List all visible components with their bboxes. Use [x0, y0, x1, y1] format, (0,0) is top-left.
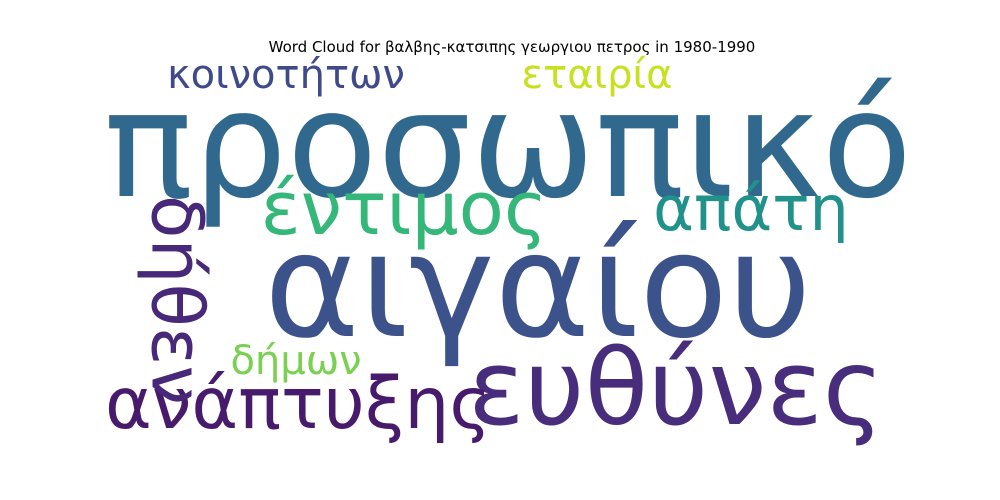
word-2: ευθύνες: [468, 327, 884, 449]
word-5: δήθεν: [135, 195, 218, 405]
word-4: ανάπτυξης: [105, 362, 491, 445]
word-7: κοινοτήτων: [167, 52, 405, 98]
word-9: δήμων: [230, 338, 361, 384]
word-8: εταιρία: [522, 52, 673, 98]
word-3: έντιμος: [261, 166, 548, 252]
word-6: απάτη: [653, 172, 849, 245]
word-0: προσωπικό: [104, 59, 912, 231]
chart-title: Word Cloud for βαλβης-κατσιπης γεωργιου …: [269, 38, 756, 56]
word-1: αιγαίου: [264, 202, 812, 371]
